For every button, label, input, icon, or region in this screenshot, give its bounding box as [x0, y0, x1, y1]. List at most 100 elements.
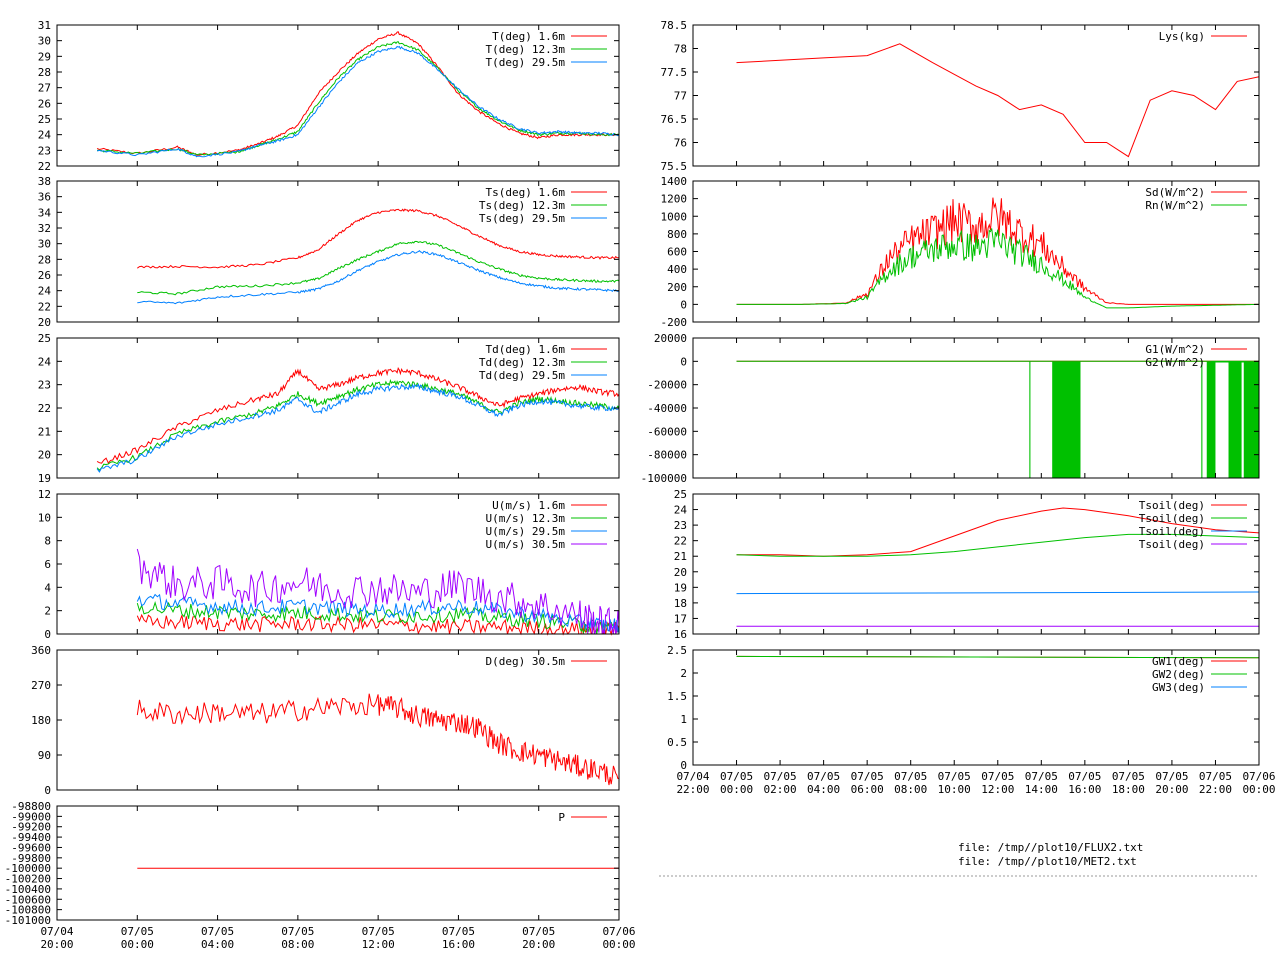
y-tick-label: 24 [38, 129, 52, 142]
series-line-Sd-1 [736, 228, 1259, 309]
plot-frame [692, 24, 1260, 167]
panel-T: 22 23 24 25 26 27 28 29 30 31 T(deg) 1.6mT(deg) 12… [38, 19, 620, 173]
y-tick-label: 1200 [661, 193, 688, 206]
y-tick-label: 30 [38, 238, 51, 251]
y-tick-label: 34 [38, 206, 52, 219]
panel-U: 0 2 4 6 8 10 12 U(m/s) 1.6mU(m/s) 12.3mU(m/s) 2… [38, 488, 620, 641]
y-tick-label: 0 [680, 355, 687, 368]
x-tick-label: 07/05 [807, 770, 840, 783]
legend-label: D(deg) 30.5m [486, 655, 566, 668]
x-tick-label: 08:00 [281, 938, 314, 951]
series-line-Tsoil-2 [736, 591, 1260, 595]
x-tick-label: 20:00 [522, 938, 555, 951]
x-tick-label: 07/05 [1155, 770, 1188, 783]
series-line-Ts-1 [137, 240, 620, 296]
y-tick-label: 1 [680, 713, 687, 726]
plot-frame [56, 649, 620, 791]
series-line-U-2 [136, 593, 620, 633]
x-tick-label: 00:00 [1242, 783, 1275, 796]
y-tick-label: -99200 [11, 821, 51, 834]
y-tick-label: 1400 [661, 175, 688, 188]
y-tick-label: -100000 [641, 472, 687, 485]
y-tick-label: 17 [674, 612, 687, 625]
y-tick-label: 360 [31, 644, 51, 657]
y-tick-label: 0 [44, 784, 51, 797]
y-tick-label: 0 [44, 628, 51, 641]
y-tick-label: 23 [38, 379, 51, 392]
y-tick-label: -99000 [11, 810, 51, 823]
x-tick-label: 07/05 [851, 770, 884, 783]
plot-frame [56, 180, 620, 323]
y-tick-label: 20 [38, 316, 51, 329]
legend-label: Ts(deg) 1.6m [486, 186, 566, 199]
g2-block [1052, 361, 1081, 478]
series-line-U-3 [136, 548, 620, 635]
x-tick-label: 12:00 [981, 783, 1014, 796]
legend-label: T(deg) 1.6m [492, 30, 565, 43]
legend-label: GW3(deg) [1152, 681, 1205, 694]
y-tick-label: 78.5 [661, 19, 688, 32]
legend-label: Td(deg) 1.6m [486, 343, 566, 356]
g2-block [1206, 361, 1216, 478]
y-tick-label: 22 [38, 402, 51, 415]
x-tick-label: 07/05 [1199, 770, 1232, 783]
x-tick-label: 07/05 [201, 925, 234, 938]
x-tick-label: 00:00 [121, 938, 154, 951]
series-line-Sd-0 [736, 197, 1259, 305]
panel-D: 0 90 180 270 360 D(deg) 30.5m [31, 644, 620, 797]
y-tick-label: -100800 [5, 904, 51, 917]
x-tick-label: 00:00 [720, 783, 753, 796]
x-tick-label: 22:00 [1199, 783, 1232, 796]
legend-label: Tsoil(deg) [1139, 525, 1205, 538]
legend-label: Tsoil(deg) [1139, 538, 1205, 551]
y-tick-label: 90 [38, 749, 51, 762]
x-tick-label: 07/05 [281, 925, 314, 938]
plot-frame [56, 805, 620, 921]
x-tick-label: 07/04 [676, 770, 709, 783]
legend-label: Sd(W/m^2) [1145, 186, 1205, 199]
legend-label: Ts(deg) 29.5m [479, 212, 565, 225]
y-tick-label: 21 [38, 425, 51, 438]
panel-Lys: 75.5 76 76.5 77 77.5 78 78.5 Lys(kg) [661, 19, 1260, 173]
x-tick-label: 20:00 [1155, 783, 1188, 796]
x-tick-label: 07/04 [40, 925, 73, 938]
y-tick-label: 76.5 [661, 113, 688, 126]
y-tick-label: 180 [31, 714, 51, 727]
y-tick-label: 28 [38, 253, 51, 266]
legend-label: U(m/s) 1.6m [492, 499, 565, 512]
y-tick-label: 2 [44, 605, 51, 618]
y-tick-label: 38 [38, 175, 51, 188]
x-tick-label: 07/05 [894, 770, 927, 783]
y-tick-label: 76 [674, 137, 687, 150]
series-line-Td-2 [96, 383, 620, 473]
y-tick-label: 10 [38, 511, 51, 524]
y-tick-label: 200 [667, 281, 687, 294]
series-line-Tsoil-1 [736, 533, 1260, 557]
y-tick-label: 4 [44, 581, 51, 594]
y-tick-label: 22 [674, 535, 687, 548]
y-tick-label: 19 [674, 581, 687, 594]
legend-label: Ts(deg) 12.3m [479, 199, 565, 212]
x-tick-label: 04:00 [201, 938, 234, 951]
series-line-T-1 [97, 41, 620, 156]
y-tick-label: 26 [38, 269, 51, 282]
x-tick-label: 07/05 [1068, 770, 1101, 783]
y-tick-label: 23 [674, 519, 687, 532]
y-tick-label: 26 [38, 97, 51, 110]
x-tick-label: 07/05 [362, 925, 395, 938]
y-tick-label: 25 [674, 488, 687, 501]
y-tick-label: 28 [38, 66, 51, 79]
y-tick-label: 75.5 [661, 160, 688, 173]
x-tick-label: 16:00 [1068, 783, 1101, 796]
x-tick-label: 07/05 [442, 925, 475, 938]
y-tick-label: -100400 [5, 883, 51, 896]
series-line-Td-0 [96, 367, 620, 464]
y-tick-label: -100000 [5, 862, 51, 875]
x-tick-label: 07/05 [981, 770, 1014, 783]
y-tick-label: 1.5 [667, 690, 687, 703]
x-tick-label: 04:00 [807, 783, 840, 796]
y-tick-label: 400 [667, 263, 687, 276]
y-tick-label: -98800 [11, 800, 51, 813]
